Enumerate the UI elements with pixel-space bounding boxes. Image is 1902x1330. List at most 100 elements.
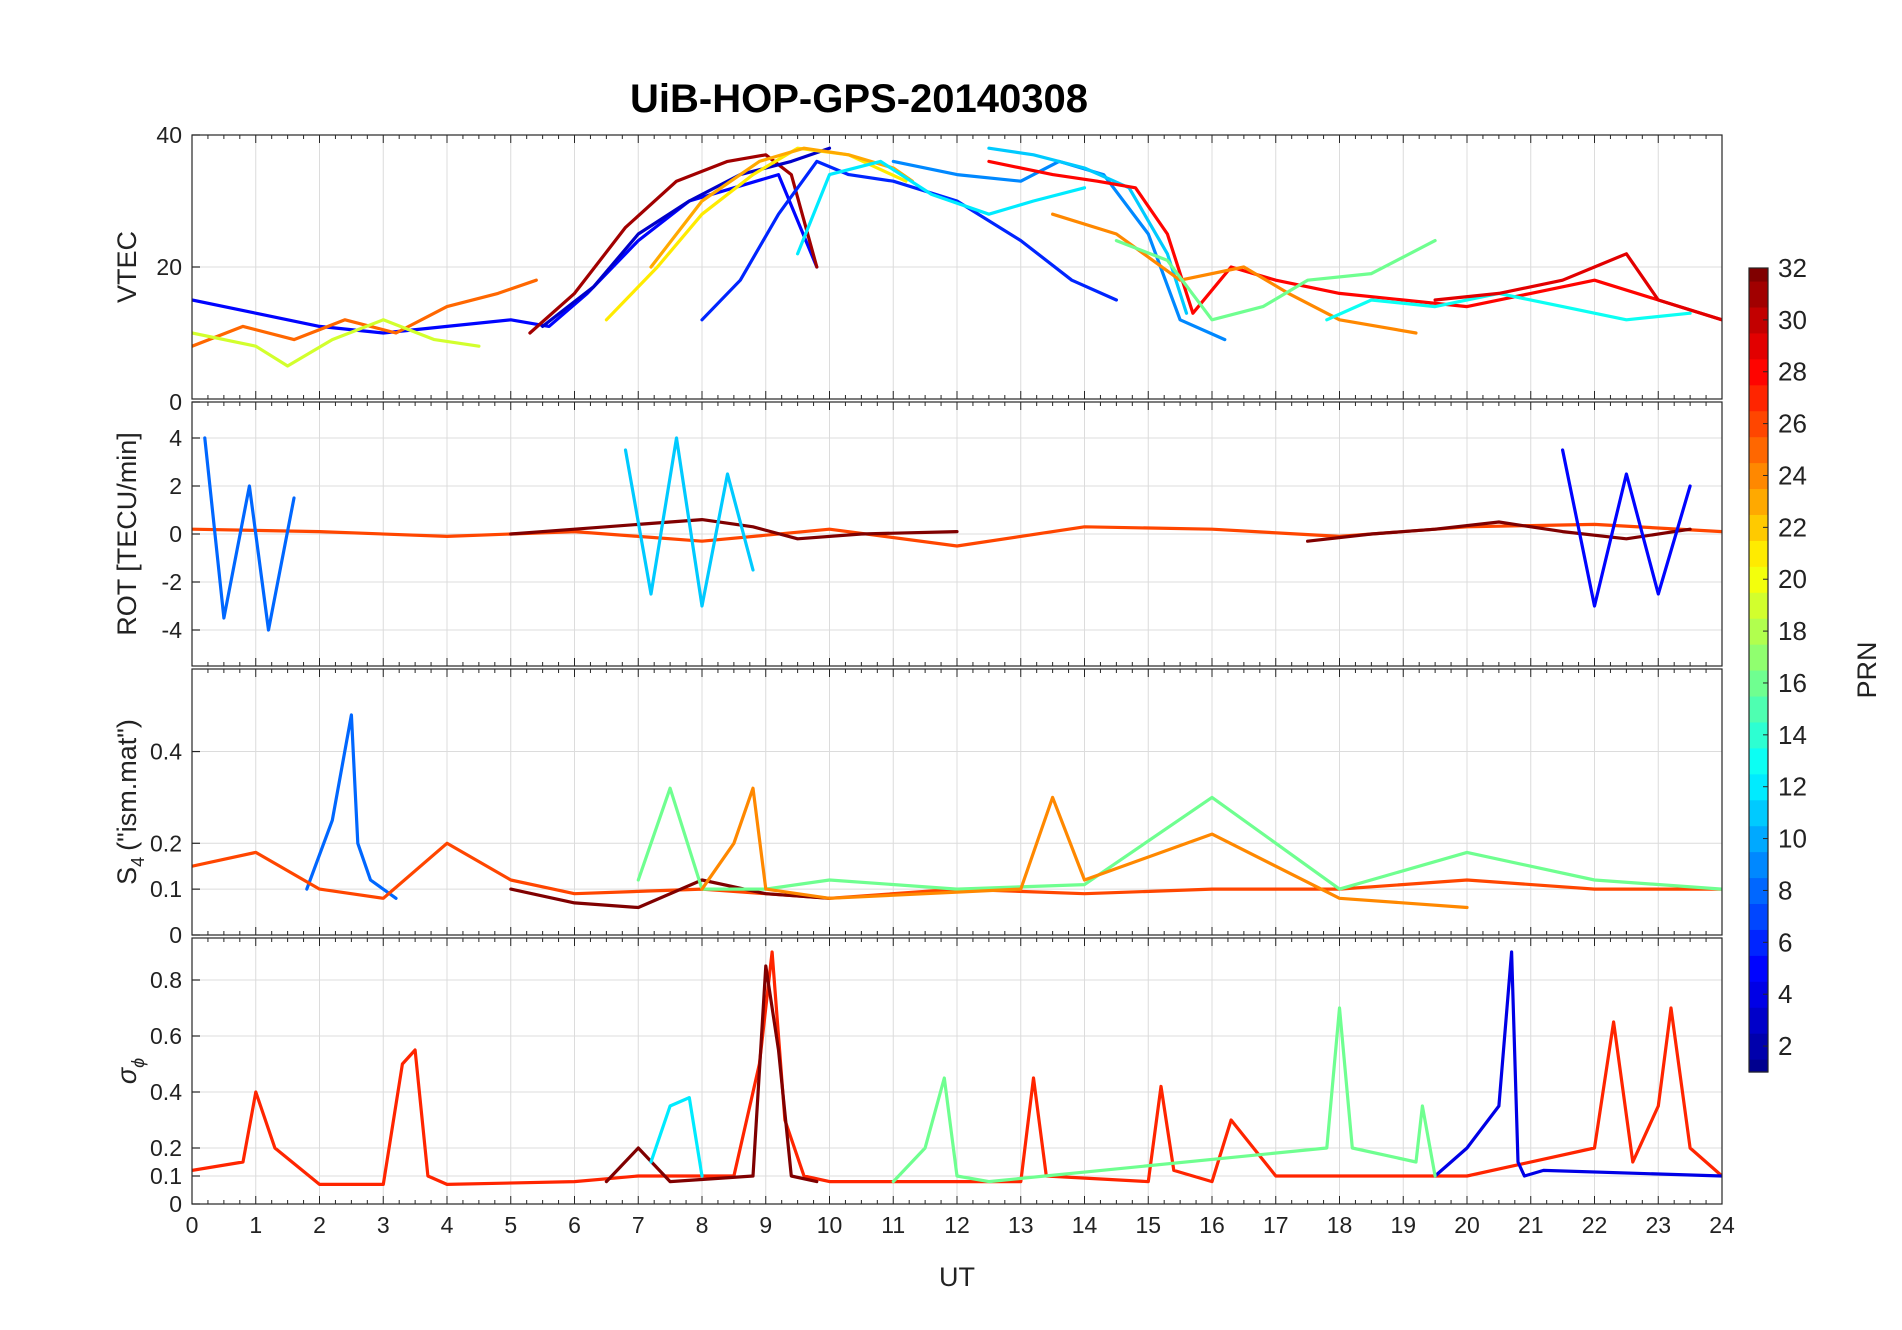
colorbar-swatch [1749, 540, 1768, 567]
panel-3-y-tick-label: 0.1 [150, 876, 182, 902]
colorbar-swatch [1749, 799, 1768, 827]
ylabel-main: S [112, 867, 142, 885]
colorbar-swatch [1749, 384, 1768, 412]
colorbar-swatch [1749, 618, 1768, 645]
ylabel-subscript: 4 [128, 857, 148, 867]
colorbar-swatch [1749, 1059, 1768, 1073]
colorbar-tick-label: 30 [1778, 305, 1807, 335]
colorbar-swatch [1749, 436, 1768, 464]
x-tick-label: 5 [504, 1212, 517, 1238]
panel-1-y-tick-label: 20 [156, 254, 182, 280]
panel-4-series-prn-12 [649, 1095, 704, 1178]
panel-1-series-prn-24 [1050, 212, 1418, 335]
colorbar-swatch [1749, 488, 1768, 515]
colorbar-tick-label: 8 [1778, 875, 1792, 905]
panel-3-y-tick-label: 0.4 [150, 739, 182, 765]
panel-2-y-tick-label: -2 [162, 569, 182, 595]
x-tick-label: 20 [1454, 1212, 1480, 1238]
x-tick-label: 16 [1199, 1212, 1225, 1238]
panel-2-y-tick-label: 0 [169, 521, 182, 547]
panel-2-series-prn-32 [1305, 520, 1692, 543]
panel-2-series-prn-32 [509, 517, 959, 541]
colorbar-swatch [1749, 592, 1768, 619]
colorbar-swatch [1749, 268, 1768, 282]
colorbar-swatch [1749, 566, 1768, 593]
x-tick-label: 2 [313, 1212, 326, 1238]
x-tick-label: 15 [1135, 1212, 1161, 1238]
colorbar-frame [1748, 267, 1769, 1073]
colorbar-tick-label: 26 [1778, 409, 1807, 439]
x-tick-label: 14 [1072, 1212, 1098, 1238]
x-axis-label: UT [939, 1262, 975, 1292]
panel-3-series-group [192, 713, 1722, 910]
colorbar-swatch [1749, 1033, 1768, 1060]
chart-title: UiB-HOP-GPS-20140308 [630, 77, 1088, 121]
colorbar-swatch [1749, 306, 1768, 334]
x-tick-label: 21 [1518, 1212, 1544, 1238]
colorbar-swatch [1749, 903, 1768, 930]
x-tick-label: 10 [817, 1212, 843, 1238]
colorbar-swatch [1749, 695, 1768, 723]
colorbar-swatch [1749, 721, 1768, 749]
panel-2-y-tick-label: 2 [169, 473, 182, 499]
x-tick-labels: 0 1 2 3 4 5 6 7 8 9 10 11 12 13 14 15 16 17 18 19 20 21 22 23 24 [186, 1212, 1735, 1238]
panel-1-y-axis-label: VTEC [112, 231, 142, 303]
panel-1-series-prn-28 [987, 159, 1722, 322]
panel-4: 00.10.2 0.4 0.6 0.8 σϕ [112, 937, 1723, 1217]
colorbar-swatch [1749, 747, 1768, 775]
x-tick-label: 0 [186, 1212, 199, 1238]
colorbar-label: PRN [1852, 641, 1882, 698]
x-tick-label: 13 [1008, 1212, 1034, 1238]
colorbar-swatch [1749, 358, 1768, 386]
x-tick-label: 18 [1327, 1212, 1353, 1238]
panel-1-series-prn-19 [192, 318, 481, 368]
panel-1-series-group [192, 146, 1722, 368]
x-tick-label: 19 [1390, 1212, 1416, 1238]
x-tick-label: 4 [441, 1212, 454, 1238]
panel-3-series-prn-8 [305, 713, 398, 900]
colorbar-tick-label: 10 [1778, 824, 1807, 854]
panel-2-y-tick-label: 4 [169, 425, 182, 451]
panel-1-series-prn-29 [1433, 252, 1722, 322]
panel-2-frame [191, 401, 1723, 667]
panel-2-y-tick-label: 0 [169, 389, 182, 415]
panel-2-series-prn-5 [1560, 448, 1692, 608]
colorbar-tick-label: 20 [1778, 564, 1807, 594]
colorbar-tick-label: 12 [1778, 772, 1807, 802]
x-tick-label: 12 [944, 1212, 970, 1238]
colorbar-tick-label: 16 [1778, 668, 1807, 698]
panel-1-series-prn-31 [528, 153, 819, 335]
x-tick-label: 1 [249, 1212, 262, 1238]
panel-3-series-prn-24 [700, 786, 1469, 910]
panel-3-frame [191, 668, 1723, 936]
colorbar-swatch [1749, 644, 1768, 671]
panel-3-y-axis-label: S4 ("ism.mat") [112, 719, 148, 885]
x-tick-label: 11 [881, 1212, 905, 1238]
x-tick-label: 8 [696, 1212, 709, 1238]
panel-4-y-tick-label: 0.6 [150, 1023, 182, 1049]
colorbar-tick-label: 28 [1778, 357, 1807, 387]
panel-4-y-tick-label: 0.1 [150, 1163, 182, 1189]
panel-4-y-axis-label: σϕ [112, 1058, 148, 1084]
colorbar-swatch [1749, 410, 1768, 438]
colorbar-swatch [1749, 955, 1768, 982]
ylabel-rest: ("ism.mat") [112, 719, 142, 851]
x-tick-label: 6 [568, 1212, 581, 1238]
colorbar-swatch [1749, 981, 1768, 1008]
panel-1-series-prn-12 [795, 159, 1087, 256]
panel-3-series-prn-32 [509, 878, 832, 910]
colorbar-swatch [1749, 514, 1768, 541]
colorbar-tick-label: 14 [1778, 720, 1807, 750]
colorbar-swatch [1749, 280, 1768, 308]
panel-2-y-axis-label: ROT [TECU/min] [112, 432, 142, 636]
panel-1-y-tick-label: 40 [156, 122, 182, 148]
panel-1: 20 40 VTEC [112, 122, 1723, 400]
colorbar-swatch [1749, 670, 1768, 697]
panel-4-series-prn-4 [1433, 950, 1722, 1178]
panel-4-frame [191, 937, 1723, 1205]
panel-4-series-group [192, 950, 1722, 1187]
panel-4-y-tick-label: 0.4 [150, 1079, 182, 1105]
panel-1-series-prn-3 [540, 146, 832, 328]
